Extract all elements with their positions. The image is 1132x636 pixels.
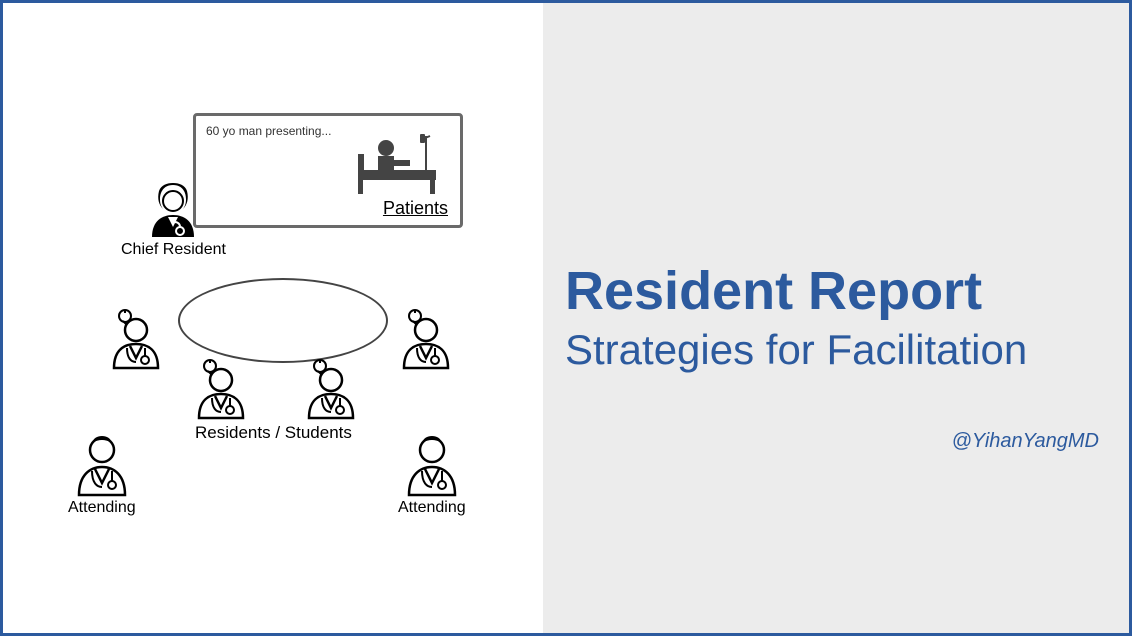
chief-resident-label: Chief Resident [121,241,226,259]
attending-left-label: Attending [68,499,136,517]
resident-icon-1 [108,308,164,370]
presentation-screen: 60 yo man presenting... Patient [193,113,463,228]
attending-left: Attending [68,433,136,517]
doctor-icon [193,358,249,420]
conference-table [178,278,388,363]
doctor-icon [303,358,359,420]
doctor-icon [108,308,164,370]
case-caption: 60 yo man presenting... [206,124,331,138]
slide-subtitle: Strategies for Facilitation [565,326,1101,374]
doctor-icon [398,308,454,370]
patient-bed-icon [348,130,448,202]
left-panel: 60 yo man presenting... Patient [3,3,543,633]
slide-frame: 60 yo man presenting... Patient [0,0,1132,636]
attending-right: Attending [398,433,466,517]
patients-label: Patients [383,198,448,219]
residents-students-label: Residents / Students [195,423,352,443]
attending-icon [403,433,461,497]
chief-resident-icon [146,181,200,239]
resident-icon-2 [193,358,249,420]
attending-icon [73,433,131,497]
author-handle: @YihanYangMD [952,430,1099,453]
resident-icon-4 [398,308,454,370]
right-panel: Resident Report Strategies for Facilitat… [543,3,1129,633]
resident-icon-3 [303,358,359,420]
attending-right-label: Attending [398,499,466,517]
slide-title: Resident Report [565,262,1101,321]
chief-resident: Chief Resident [121,181,226,259]
conference-diagram: 60 yo man presenting... Patient [3,3,543,633]
